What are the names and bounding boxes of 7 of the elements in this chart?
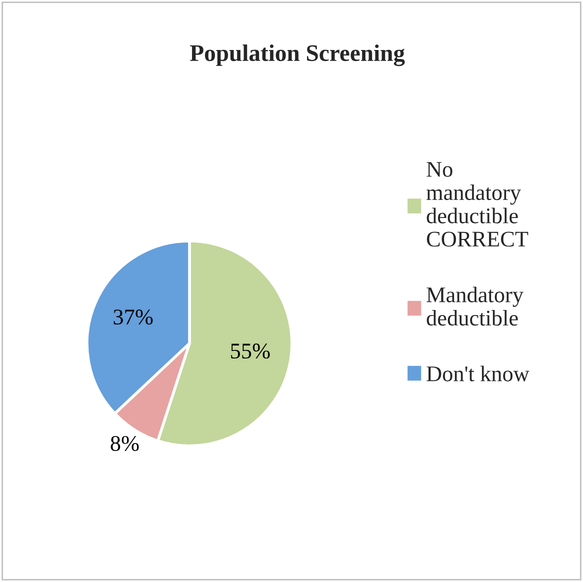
legend-label: No mandatory deductible CORRECT [426,162,528,247]
legend-label: Don't know [426,366,530,382]
legend-label: Mandatory deductible [426,286,524,326]
chart-title: Population Screening [190,44,405,66]
data-label: 37% [114,310,153,325]
data-label: 8% [110,436,139,452]
data-label: 55% [231,344,270,359]
